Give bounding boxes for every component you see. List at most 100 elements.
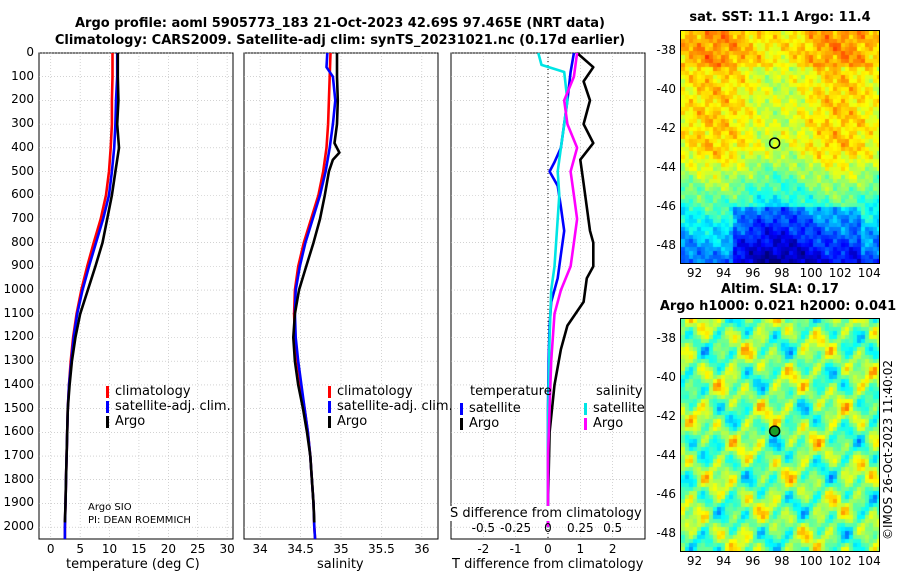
depth-tick-label: 1600 [3,424,34,439]
legend-swatch [106,415,109,428]
sla-lon-tick-label: 98 [774,554,790,568]
depth-tick-label: 100 [11,68,34,83]
legend-title-temperature: temperature [470,384,552,399]
legend-swatch [106,400,109,413]
salinity-profile-plot [243,52,439,540]
legend-swatch [328,400,331,413]
s-difference-tick-label: 0 [544,521,552,535]
legend-item-climatology: climatology [328,384,453,399]
sla-lon-tick-label: 96 [745,554,761,568]
sla-lat-tick-label: -42 [656,409,676,424]
series-line-argo [291,53,341,523]
temperature-tick-label: 25 [190,542,206,556]
legend-item-t-satellite: satellite [460,401,521,416]
sst-lat-tick-label: -40 [656,82,676,97]
s-difference-tick-label: -0.25 [500,521,532,535]
salinity-tick-label: 34 [252,542,268,556]
sla-lon-tick-label: 104 [857,554,881,568]
legend-swatch [584,417,587,430]
legend-title-salinity: salinity [596,384,643,399]
temperature-tick-label: 20 [160,542,176,556]
legend-item-argo: Argo [328,414,453,429]
series-line-s-satellite [537,52,569,528]
depth-tick-label: 400 [11,139,34,154]
legend-item-argo: Argo [106,414,231,429]
copyright-stamp: ©IMOS 26-Oct-2023 11:40:02 [881,359,895,540]
sla-map-title: Altim. SLA: 0.17 [721,282,839,297]
depth-tick-label: 2000 [3,519,34,534]
sla-map-overlay [768,425,781,437]
sst-lon-tick-label: 104 [857,266,881,280]
sla-lon-tick-label: 92 [686,554,703,568]
temperature-tick-label: 10 [101,542,118,556]
sla-lat-tick-label: -48 [656,526,676,541]
depth-tick-label: 300 [11,116,34,131]
temperature-legend: climatology satellite-adj. clim. Argo [106,384,231,429]
depth-tick-label: 1900 [3,495,34,510]
depth-tick-label: 600 [11,187,34,202]
depth-tick-label: 200 [11,92,34,107]
difference-salinity-legend: satellite Argo [584,401,645,431]
sst-lon-tick-label: 100 [799,266,823,280]
legend-item-satellite: satellite-adj. clim. [106,399,231,414]
sla-lat-tick-label: -38 [656,331,676,346]
sst-map-overlay [768,137,781,149]
series-line-argo [63,53,121,523]
difference-temperature-legend: satellite Argo [460,401,521,431]
sla-lon-tick-label: 94 [716,554,732,568]
t-difference-tick-label: -2 [477,542,490,556]
depth-tick-label: 0 [26,45,34,59]
s-difference-tick-label: 0.5 [603,521,623,535]
s-difference-tick-label: -0.5 [471,521,496,535]
salinity-tick-label: 35.5 [368,542,395,556]
temperature-tick-label: 15 [131,542,147,556]
legend-item-satellite: satellite-adj. clim. [328,399,453,414]
legend-swatch [328,415,331,428]
figure-title-line1: Argo profile: aoml 5905773_183 21-Oct-20… [74,16,606,31]
depth-tick-label: 900 [11,258,34,273]
legend-item-s-argo: Argo [584,416,645,431]
float-organization: Argo SIO [88,502,132,513]
temperature-profile-plot [38,52,234,540]
t-difference-tick-label: 1 [576,542,585,556]
sla-lat-tick-label: -46 [656,487,676,502]
argo-float-marker [768,425,781,437]
legend-swatch [584,402,587,415]
t-difference-tick-label: 0 [544,542,552,556]
legend-item-t-argo: Argo [460,416,521,431]
sst-lat-tick-label: -46 [656,199,676,214]
sla-lat-tick-label: -44 [656,448,676,463]
temperature-tick-label: 5 [76,542,84,556]
sla-lon-tick-label: 100 [799,554,823,568]
depth-tick-label: 1400 [3,376,34,391]
sst-lat-tick-label: -38 [656,43,676,58]
depth-tick-label: 1100 [3,305,34,320]
sst-lon-tick-label: 96 [745,266,761,280]
depth-tick-label: 1800 [3,471,34,486]
depth-tick-label: 1500 [3,400,34,415]
legend-item-s-satellite: satellite [584,401,645,416]
depth-tick-label: 700 [11,210,34,225]
sst-lat-tick-label: -42 [656,121,676,136]
principal-investigator: PI: DEAN ROEMMICH [88,515,191,526]
salinity-axis-label: salinity [317,557,364,572]
salinity-legend: climatology satellite-adj. clim. Argo [328,384,453,429]
t-difference-tick-label: 2 [608,542,617,556]
sla-lon-tick-label: 102 [828,554,852,568]
sla-map-subtitle: Argo h1000: 0.021 h2000: 0.041 [659,299,897,314]
legend-swatch [460,402,463,415]
salinity-tick-label: 35 [333,542,349,556]
sla-lat-tick-label: -40 [656,370,676,385]
legend-swatch [328,385,331,398]
plot-frame [38,52,234,540]
figure-title-line2: Climatology: CARS2009. Satellite-adj cli… [54,33,626,48]
sst-lat-tick-label: -48 [656,238,676,253]
depth-tick-label: 1700 [3,448,34,463]
series-line-t-argo [546,52,595,528]
legend-swatch [106,385,109,398]
salinity-tick-label: 36 [414,542,430,556]
t-difference-tick-label: -1 [509,542,522,556]
depth-tick-label: 1300 [3,353,34,368]
temperature-tick-label: 0 [46,542,55,556]
sst-map-title: sat. SST: 11.1 Argo: 11.4 [689,10,871,25]
